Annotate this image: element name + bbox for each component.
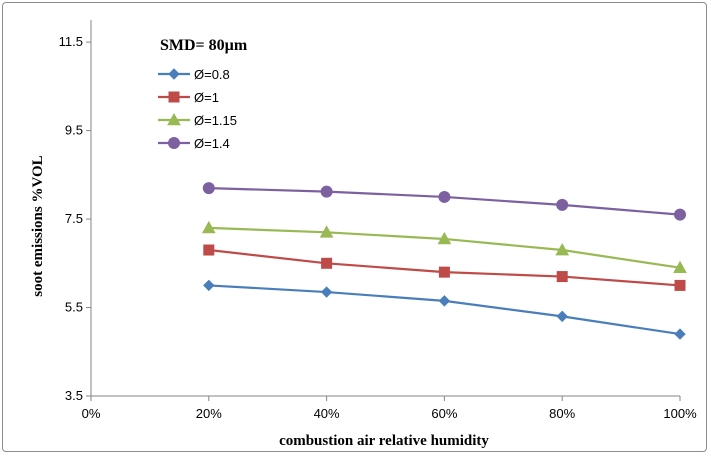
data-point: [321, 257, 333, 269]
chart-annotation: SMD= 80µm: [160, 37, 248, 54]
x-tick-label: 20%: [196, 406, 222, 421]
legend-swatch-marker: [168, 91, 180, 103]
series: [202, 182, 686, 221]
legend-swatch-marker: [167, 112, 181, 126]
series: [203, 244, 686, 291]
data-point: [438, 266, 450, 278]
legend-label: Ø=1.4: [194, 136, 230, 151]
data-point: [320, 185, 333, 198]
series: [201, 220, 687, 274]
y-tick-label: 9.5: [65, 123, 83, 138]
chart-frame: [2, 2, 707, 452]
data-point: [203, 279, 215, 292]
axes: 3.5 5.5 7.5 9.5 11.5 0% 20% 40% 60% 80% 100%: [59, 20, 697, 421]
series-line: [208, 284, 681, 336]
data-point: [438, 190, 451, 203]
x-tick-label: 40%: [314, 406, 340, 421]
legend-label: Ø=1.15: [194, 113, 237, 128]
y-axis-title: soot emissions %VOL: [30, 155, 46, 296]
x-tick-label: 100%: [663, 406, 697, 421]
legend: Ø=0.8 Ø=1 Ø=1.15 Ø=1.4: [158, 67, 237, 151]
x-axis-title: combustion air relative humidity: [279, 433, 489, 449]
legend-label: Ø=0.8: [194, 67, 230, 82]
data-point: [438, 295, 451, 307]
data-point: [320, 286, 333, 298]
data-point: [202, 182, 215, 195]
data-point: [673, 260, 687, 274]
x-tick-label: 60%: [431, 406, 457, 421]
series: [203, 279, 686, 340]
legend-item: Ø=1.4: [158, 136, 230, 151]
data-point: [203, 244, 215, 256]
data-point: [674, 208, 686, 221]
legend-item: Ø=1.15: [158, 112, 237, 128]
y-tick-label: 7.5: [65, 211, 83, 226]
legend-swatch-marker: [168, 137, 180, 149]
data-point: [674, 328, 686, 340]
data-point: [201, 220, 216, 234]
data-point: [674, 279, 686, 291]
data-point: [319, 225, 334, 238]
data-point: [556, 271, 568, 283]
x-tick-label: 0%: [82, 406, 101, 421]
y-tick-label: 3.5: [65, 388, 83, 403]
series-layer: [201, 182, 687, 340]
y-tick-label: 11.5: [59, 34, 83, 49]
data-point: [556, 310, 568, 323]
data-point: [556, 198, 569, 211]
legend-item: Ø=0.8: [158, 67, 230, 82]
legend-label: Ø=1: [194, 90, 219, 105]
x-tick-label: 80%: [549, 406, 575, 421]
legend-swatch-marker: [168, 68, 180, 80]
legend-item: Ø=1: [158, 90, 219, 105]
data-point: [555, 242, 570, 256]
data-point: [437, 231, 452, 245]
y-tick-label: 5.5: [65, 300, 83, 315]
